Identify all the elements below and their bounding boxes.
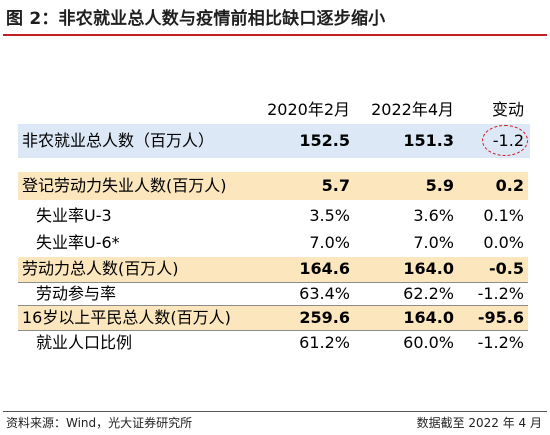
value-2022: 151.3 [403, 131, 454, 150]
row-divider [18, 305, 528, 306]
value-2020: 164.6 [299, 259, 350, 278]
value-2022: 164.0 [403, 259, 454, 278]
row-label: 就业人口比例 [36, 333, 133, 352]
value-change: 0.2 [495, 176, 524, 195]
row-label: 16岁以上平民总人数(百万人) [22, 308, 231, 327]
value-change: -0.5 [489, 259, 524, 278]
value-change: 0.0% [483, 233, 524, 252]
footer-rule [3, 411, 547, 412]
title-rule [3, 34, 547, 36]
col-header-change: 变动 [491, 100, 524, 119]
value-2022: 5.9 [425, 176, 454, 195]
highlight-band-unemployed [18, 172, 528, 200]
row-label: 劳动力总人数(百万人) [22, 259, 179, 278]
value-change: -95.6 [477, 308, 524, 327]
col-header-2020: 2020年2月 [267, 100, 350, 119]
value-2020: 259.6 [299, 308, 350, 327]
value-2022: 60.0% [403, 333, 454, 352]
row-label: 非农就业总人数（百万人） [22, 131, 215, 150]
value-2020: 152.5 [299, 131, 350, 150]
row-label: 失业率U-6* [36, 233, 120, 252]
highlight-band-payrolls [18, 124, 530, 158]
row-divider [18, 282, 528, 283]
value-2020: 3.5% [309, 206, 350, 225]
value-2020: 7.0% [309, 233, 350, 252]
highlight-band-population [18, 305, 528, 330]
value-2022: 62.2% [403, 284, 454, 303]
row-divider [18, 330, 528, 331]
highlight-circle [482, 125, 528, 156]
value-2020: 63.4% [299, 284, 350, 303]
value-change: 0.1% [483, 206, 524, 225]
value-change: -1.2% [477, 333, 524, 352]
source-note: 资料来源：Wind，光大证券研究所 [6, 416, 193, 430]
value-2020: 5.7 [321, 176, 350, 195]
row-label: 失业率U-3 [36, 206, 112, 225]
col-header-2022: 2022年4月 [371, 100, 454, 119]
value-2022: 7.0% [413, 233, 454, 252]
highlight-band-labor-force [18, 257, 528, 282]
value-2020: 61.2% [299, 333, 350, 352]
value-2022: 3.6% [413, 206, 454, 225]
value-change: -1.2% [477, 284, 524, 303]
value-2022: 164.0 [403, 308, 454, 327]
date-note: 数据截至 2022 年 4 月 [416, 416, 542, 430]
row-label: 劳动参与率 [36, 284, 117, 303]
row-label: 登记劳动力失业人数(百万人) [22, 176, 227, 195]
figure-title: 图 2：非农就业总人数与疫情前相比缺口逐步缩小 [6, 9, 386, 29]
